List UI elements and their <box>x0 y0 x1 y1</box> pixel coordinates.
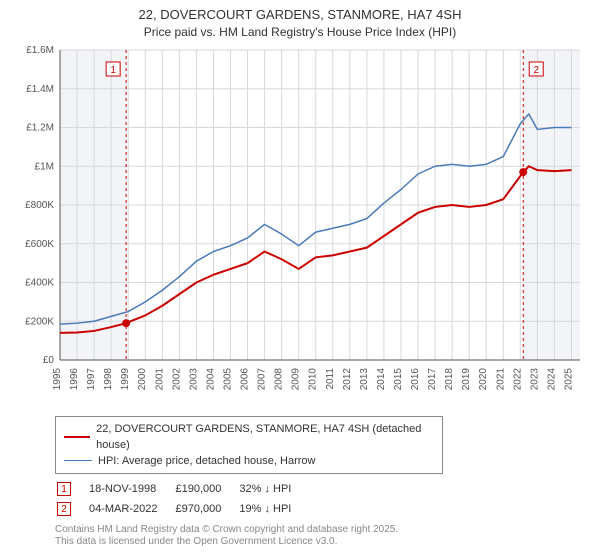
svg-text:2013: 2013 <box>359 367 370 390</box>
svg-text:£1.6M: £1.6M <box>26 45 54 56</box>
svg-text:1996: 1996 <box>69 367 80 390</box>
marker-row: 2 04-MAR-2022 £970,000 19% ↓ HPI <box>57 500 307 518</box>
svg-text:2011: 2011 <box>325 367 336 389</box>
license-line: Contains HM Land Registry data © Crown c… <box>55 524 590 537</box>
marker-badge: 1 <box>57 482 71 496</box>
legend-label: HPI: Average price, detached house, Harr… <box>98 453 315 469</box>
svg-text:£200K: £200K <box>25 316 54 327</box>
svg-text:2009: 2009 <box>291 367 302 390</box>
svg-text:2010: 2010 <box>308 367 319 390</box>
legend-swatch <box>64 460 92 461</box>
svg-text:£1M: £1M <box>35 161 54 172</box>
svg-text:2016: 2016 <box>410 367 421 390</box>
svg-text:2021: 2021 <box>495 367 506 390</box>
marker-price: £970,000 <box>175 500 237 518</box>
svg-text:1: 1 <box>110 65 116 76</box>
svg-text:2014: 2014 <box>376 367 387 390</box>
svg-text:2008: 2008 <box>274 367 285 390</box>
svg-text:2012: 2012 <box>342 367 353 390</box>
marker-diff: 32% ↓ HPI <box>239 480 307 498</box>
chart-title-address: 22, DOVERCOURT GARDENS, STANMORE, HA7 4S… <box>10 6 590 24</box>
svg-text:£600K: £600K <box>25 238 54 249</box>
svg-text:1999: 1999 <box>120 367 131 390</box>
svg-text:2023: 2023 <box>529 367 540 390</box>
svg-text:£1.2M: £1.2M <box>26 122 54 133</box>
svg-text:2001: 2001 <box>154 367 165 390</box>
marker-row: 1 18-NOV-1998 £190,000 32% ↓ HPI <box>57 480 307 498</box>
marker-table: 1 18-NOV-1998 £190,000 32% ↓ HPI 2 04-MA… <box>55 478 309 520</box>
legend-swatch <box>64 436 90 438</box>
svg-text:2005: 2005 <box>222 367 233 390</box>
marker-price: £190,000 <box>175 480 237 498</box>
svg-text:2017: 2017 <box>427 367 438 390</box>
marker-badge: 2 <box>57 502 71 516</box>
price-chart: £0 £200K £400K £600K £800K £1M £1.2M £1.4M £1.6M… <box>10 40 590 410</box>
svg-text:1997: 1997 <box>86 367 97 390</box>
svg-text:2006: 2006 <box>240 367 251 390</box>
svg-text:2007: 2007 <box>257 367 268 390</box>
legend-label: 22, DOVERCOURT GARDENS, STANMORE, HA7 4S… <box>96 421 434 453</box>
legend-item: HPI: Average price, detached house, Harr… <box>64 453 434 469</box>
legend-item: 22, DOVERCOURT GARDENS, STANMORE, HA7 4S… <box>64 421 434 453</box>
svg-text:2024: 2024 <box>546 367 557 390</box>
svg-text:2018: 2018 <box>444 367 455 390</box>
svg-text:2019: 2019 <box>461 367 472 390</box>
svg-text:£0: £0 <box>43 355 55 366</box>
svg-text:£1.4M: £1.4M <box>26 83 54 94</box>
svg-text:2: 2 <box>533 65 539 76</box>
svg-text:2002: 2002 <box>171 367 182 390</box>
svg-text:1995: 1995 <box>52 367 63 390</box>
svg-text:£800K: £800K <box>25 200 54 211</box>
svg-text:2025: 2025 <box>563 367 574 390</box>
license-line: This data is licensed under the Open Gov… <box>55 536 590 549</box>
svg-text:2022: 2022 <box>512 367 523 390</box>
svg-text:2003: 2003 <box>188 367 199 390</box>
svg-text:1998: 1998 <box>103 367 114 390</box>
svg-text:£400K: £400K <box>25 277 54 288</box>
legend: 22, DOVERCOURT GARDENS, STANMORE, HA7 4S… <box>55 416 443 474</box>
marker-date: 18-NOV-1998 <box>89 480 173 498</box>
marker-diff: 19% ↓ HPI <box>239 500 307 518</box>
svg-text:2015: 2015 <box>393 367 404 390</box>
svg-text:2004: 2004 <box>205 367 216 390</box>
chart-title-sub: Price paid vs. HM Land Registry's House … <box>10 24 590 40</box>
svg-text:2000: 2000 <box>137 367 148 390</box>
marker-date: 04-MAR-2022 <box>89 500 173 518</box>
license-note: Contains HM Land Registry data © Crown c… <box>55 520 590 549</box>
svg-text:2020: 2020 <box>478 367 489 390</box>
